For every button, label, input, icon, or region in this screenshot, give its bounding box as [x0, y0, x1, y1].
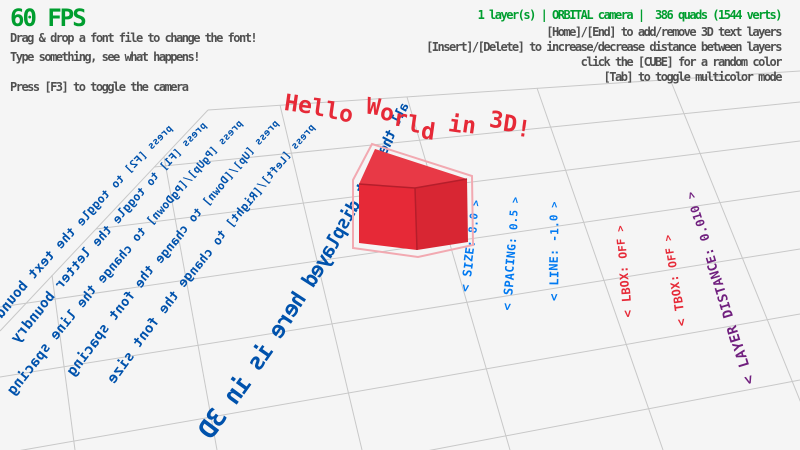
cube-front-face	[359, 184, 417, 250]
cube-top-face-shade	[359, 149, 467, 188]
wave-char: d	[419, 118, 437, 146]
wave-char: o	[337, 100, 355, 129]
hint-add-remove-layers: [Home]/[End] to add/remove 3D text layer…	[546, 25, 782, 39]
wave-char: n	[460, 112, 478, 140]
cube-right-face-shade	[415, 179, 468, 250]
hint-toggle-camera: Press [F3] to toggle the camera	[10, 80, 189, 94]
hint-layer-distance: [Insert]/[Delete] to increase/decrease d…	[426, 40, 782, 54]
hint-cube-random-color: click the [CUBE] for a random color	[580, 55, 783, 69]
status-bar: 1 layer(s) | ORBITAL camera | 386 quads …	[477, 8, 783, 22]
hint-type-something: Type something, see what happens!	[10, 50, 200, 64]
cube-top-face	[359, 149, 467, 188]
fps-counter: 60 FPS	[10, 4, 87, 32]
hint-multicolor-mode: [Tab] to toggle multicolor mode	[603, 70, 783, 84]
wave-char: !	[514, 115, 533, 144]
hint-drag-drop-font: Drag & drop a font file to change the fo…	[10, 31, 258, 45]
cube-right-face	[415, 179, 468, 250]
cube-wireframe	[352, 142, 475, 259]
